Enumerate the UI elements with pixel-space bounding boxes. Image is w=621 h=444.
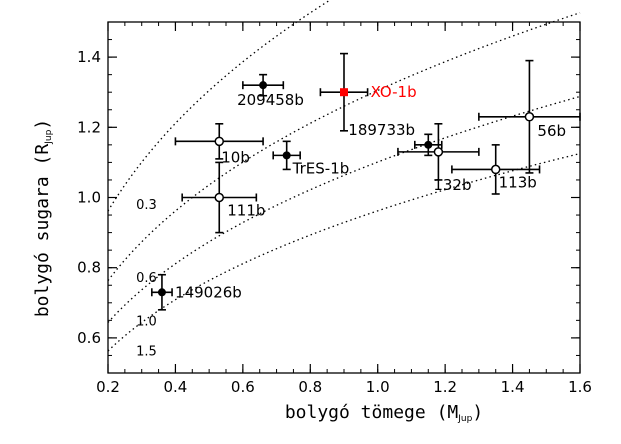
- y-axis-unit-sub: Jup: [44, 129, 54, 144]
- density-curve-label-0-3: 0.3: [136, 198, 157, 213]
- marker-111b: [214, 192, 225, 203]
- x-tick-label: 0.2: [96, 378, 120, 396]
- x-tick-label: 1.6: [568, 378, 592, 396]
- marker-56b: [524, 112, 535, 122]
- marker-tres-1b: [282, 151, 291, 160]
- point-label-56b: 56b: [537, 122, 566, 140]
- marker-xo-1b: [340, 88, 348, 97]
- tick-labels: 0.2 0.4 0.6 0.8 1.0 1.2 1.4 1.6 0.6 0.8 1.0 1.2 1.4: [77, 48, 592, 396]
- x-tick-label: 1.2: [433, 378, 457, 396]
- density-curves: [107, 0, 581, 352]
- y-axis-title-text: bolygó sugara: [32, 176, 53, 317]
- point-label-113b: 113b: [499, 173, 537, 191]
- density-curve-labels: 0.3 0.6 1.0 1.5: [136, 198, 157, 360]
- x-axis-title: bolygó tömege (MJup): [285, 402, 483, 424]
- point-label-10b: 10b: [221, 148, 250, 166]
- marker-132b: [433, 147, 444, 157]
- y-axis-unit-close: ): [32, 119, 53, 130]
- x-tick-label: 0.4: [163, 378, 187, 396]
- point-label-xo-1b: XO-1b: [371, 83, 417, 101]
- y-tick-label: 1.4: [77, 48, 101, 66]
- x-axis-title-text: bolygó tömege: [285, 402, 426, 423]
- axis-ticks: [107, 21, 581, 374]
- density-curve-0-6: [107, 12, 581, 282]
- x-tick-label: 0.6: [231, 378, 255, 396]
- point-label-209458b: 209458b: [237, 91, 304, 109]
- x-axis-unit: (M: [437, 402, 459, 423]
- y-tick-label: 1.2: [77, 118, 101, 136]
- point-label-111b: 111b: [227, 202, 265, 220]
- marker-209458b: [259, 81, 268, 90]
- x-axis-unit-sub: Jup: [457, 414, 472, 424]
- y-tick-label: 1.0: [77, 189, 101, 207]
- point-label-tres-1b: TrES-1b: [292, 159, 350, 177]
- density-curve-0-3: [107, 0, 332, 212]
- x-tick-label: 1.4: [501, 378, 525, 396]
- point-label-189733b: 189733b: [348, 121, 415, 139]
- point-labels: 209458b XO-1b 189733b 56b 10b TrES-1b 132b 113b…: [175, 83, 566, 301]
- y-axis-title: bolygó sugara (RJup): [32, 119, 54, 317]
- point-label-149026b: 149026b: [175, 283, 242, 301]
- x-tick-label: 0.8: [298, 378, 322, 396]
- y-tick-label: 0.8: [77, 259, 101, 277]
- marker-189733b: [424, 140, 433, 149]
- density-curve-1-0: [107, 95, 581, 323]
- marker-10b: [214, 136, 225, 147]
- marker-149026b: [157, 288, 166, 297]
- y-tick-label: 0.6: [77, 329, 101, 347]
- density-curve-label-1-0: 1.0: [136, 315, 157, 330]
- y-axis-unit: (R: [32, 144, 53, 166]
- density-curve-label-1-5: 1.5: [136, 345, 157, 360]
- density-curve-label-0-6: 0.6: [136, 271, 157, 286]
- marker-113b: [490, 164, 501, 175]
- x-tick-label: 1.0: [366, 378, 390, 396]
- x-axis-unit-close: ): [472, 402, 483, 423]
- data-markers: [157, 81, 535, 297]
- point-label-132b: 132b: [433, 176, 471, 194]
